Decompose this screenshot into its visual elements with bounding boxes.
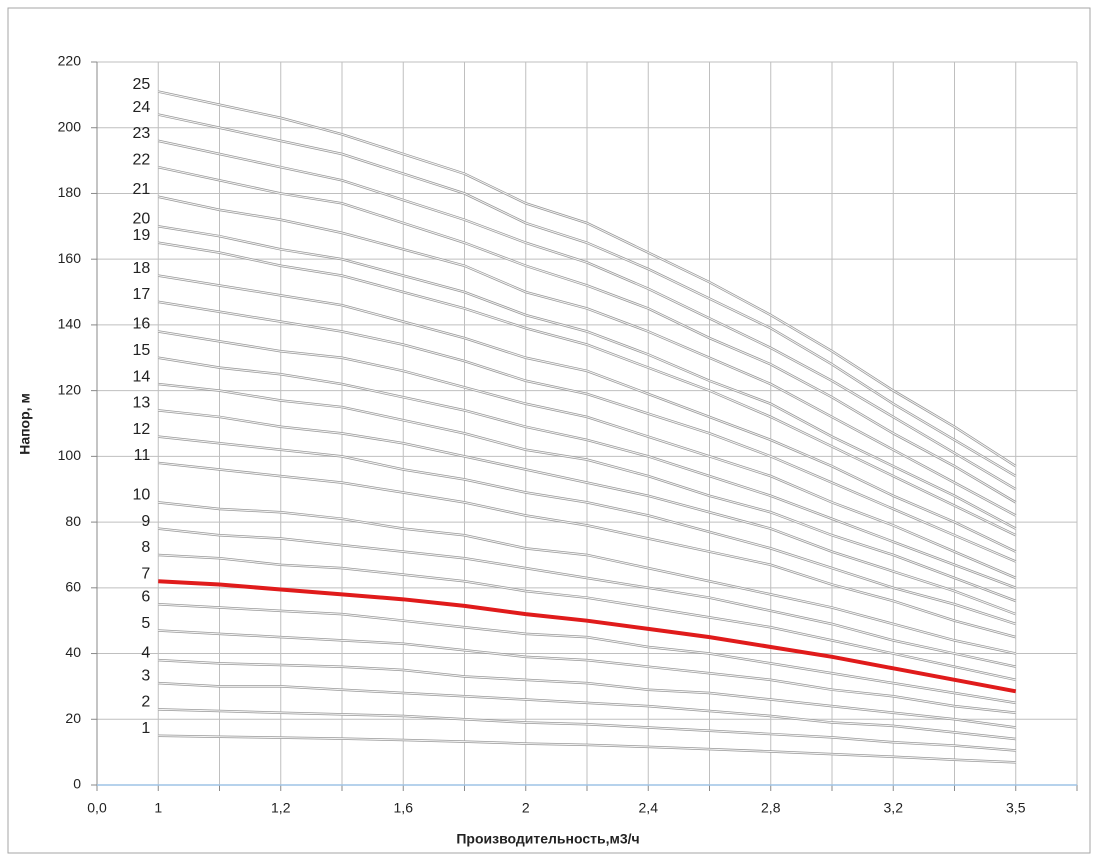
- series-label: 15: [132, 342, 150, 359]
- series-line-inner: [158, 528, 1016, 668]
- series-line-inner: [158, 196, 1016, 516]
- x-tick-label: 3,5: [1006, 800, 1026, 816]
- y-tick-label: 160: [58, 250, 82, 266]
- series-label: 18: [132, 260, 150, 277]
- series-label: 19: [132, 227, 150, 244]
- series-line-inner: [158, 166, 1017, 503]
- series-label: 16: [132, 316, 150, 333]
- series-line-inner: [158, 275, 1016, 553]
- series-line-inner: [158, 383, 1016, 602]
- series-label: 5: [141, 615, 150, 632]
- series-label: 4: [141, 644, 150, 661]
- series-label: 7: [141, 565, 150, 582]
- series-line-inner: [158, 659, 1016, 728]
- series-label: 23: [132, 125, 150, 142]
- y-tick-label: 120: [58, 381, 82, 397]
- x-tick-label: 3,2: [884, 800, 904, 816]
- series-label: 20: [132, 211, 150, 228]
- series-label: 8: [141, 539, 150, 556]
- x-tick-label: 2,8: [761, 800, 781, 816]
- x-tick-label: 2,4: [639, 800, 659, 816]
- series-label: 21: [132, 181, 150, 198]
- y-tick-label: 80: [65, 513, 81, 529]
- series-line-inner: [158, 91, 1017, 467]
- y-tick-label: 100: [58, 447, 82, 463]
- series-label: 6: [141, 588, 150, 605]
- series-label: 22: [132, 151, 150, 168]
- x-tick-label: 1,6: [394, 800, 414, 816]
- y-tick-label: 180: [58, 184, 82, 200]
- y-tick-label: 0: [73, 776, 81, 792]
- y-tick-label: 140: [58, 316, 82, 332]
- series-line-inner: [158, 301, 1016, 562]
- series-line-inner: [158, 630, 1016, 714]
- series-label: 24: [132, 99, 150, 116]
- y-tick-label: 60: [65, 579, 81, 595]
- series-label: 11: [134, 447, 151, 464]
- series-label: 12: [132, 421, 150, 438]
- x-tick-label: 1,2: [271, 800, 291, 816]
- series-line-inner: [158, 436, 1016, 625]
- series-line: [158, 579, 1017, 694]
- y-axis-title: Напор, м: [17, 393, 33, 455]
- series-line-inner: [158, 330, 1016, 579]
- series-line-inner: [158, 735, 1016, 763]
- series-line-inner: [158, 462, 1016, 638]
- series-label: 1: [141, 720, 150, 737]
- series-label: 10: [132, 487, 150, 504]
- series-label: 2: [141, 694, 150, 711]
- series-label: 17: [132, 286, 150, 303]
- series-line-inner: [158, 242, 1016, 536]
- series-label: 3: [141, 667, 150, 684]
- y-tick-label: 220: [58, 53, 82, 69]
- x-tick-label: 2: [522, 800, 530, 816]
- series-line-inner: [158, 140, 1017, 490]
- series-label: 14: [132, 368, 150, 385]
- x-axis-title: Производительность,м3/ч: [456, 831, 639, 847]
- series-label: 13: [132, 395, 150, 412]
- y-tick-label: 20: [65, 710, 81, 726]
- series-line-inner: [158, 682, 1016, 740]
- series-label: 25: [132, 76, 150, 93]
- series-line-inner: [158, 357, 1016, 589]
- y-tick-label: 200: [58, 118, 82, 134]
- series-line-inner: [158, 114, 1017, 477]
- series-line-inner: [158, 409, 1016, 615]
- series-line-inner: [158, 708, 1016, 751]
- series-line-inner: [158, 603, 1016, 704]
- series-label: 9: [141, 513, 150, 530]
- x-tick-label: 0,0: [87, 800, 107, 816]
- series-line-inner: [158, 225, 1016, 530]
- x-tick-label: 1: [154, 800, 162, 816]
- series-line-inner: [158, 554, 1016, 681]
- series-line-inner: [158, 501, 1016, 655]
- y-tick-label: 40: [65, 644, 81, 660]
